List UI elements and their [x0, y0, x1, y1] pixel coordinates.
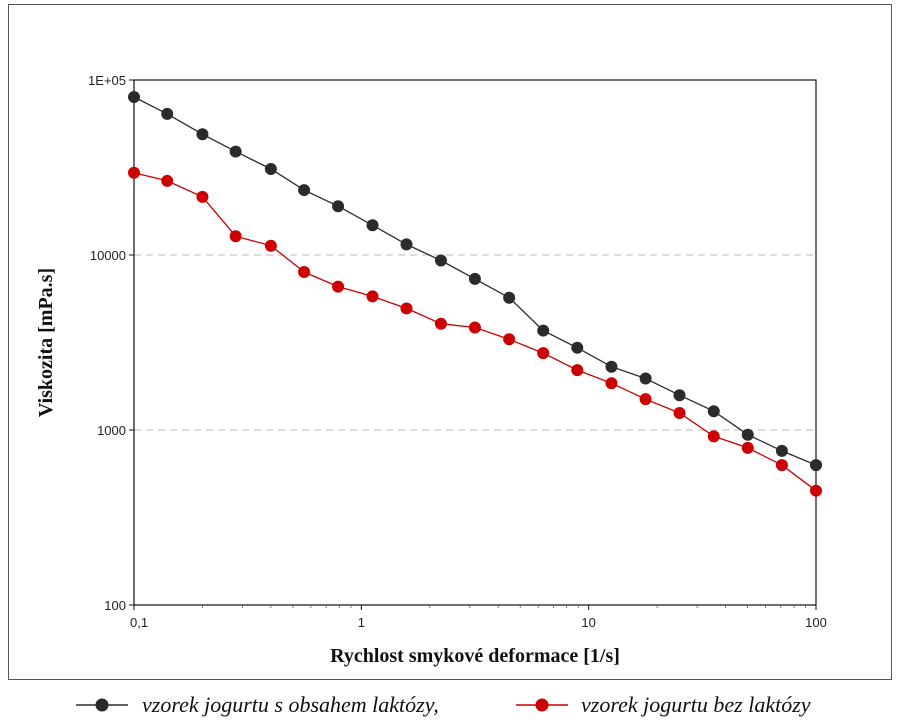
plot-area [133, 79, 817, 606]
data-point-1-20 [810, 484, 822, 497]
chart: 100 1000 10000 1E+05 0,1 1 10 100 Rychlost smyk… [35, 73, 827, 667]
data-point-0-5 [298, 184, 311, 197]
data-point-1-3 [229, 230, 242, 243]
grid-lines [134, 254, 816, 431]
data-point-0-12 [537, 324, 550, 337]
data-point-1-14 [605, 377, 618, 390]
data-point-0-9 [434, 254, 447, 267]
data-point-0-3 [229, 145, 242, 158]
data-point-0-0 [128, 90, 140, 103]
legend-marker-1 [535, 698, 549, 712]
data-point-1-7 [366, 290, 379, 303]
y-tick-label-0: 100 [104, 598, 126, 613]
data-point-0-18 [741, 428, 754, 441]
x-tick-label-1: 1 [358, 615, 365, 630]
data-point-0-6 [332, 200, 345, 213]
data-point-0-13 [571, 341, 584, 354]
data-series [128, 90, 822, 497]
data-point-0-14 [605, 360, 618, 373]
data-point-1-19 [775, 459, 788, 472]
y-tick-label-1: 1000 [97, 423, 126, 438]
data-point-0-16 [673, 389, 686, 402]
data-point-0-10 [468, 272, 481, 285]
data-point-1-17 [707, 430, 720, 443]
data-point-0-7 [366, 219, 379, 232]
data-point-1-4 [264, 239, 277, 252]
data-point-1-13 [571, 364, 584, 377]
axis-ticks: 100 1000 10000 1E+05 0,1 1 10 100 [88, 73, 827, 630]
data-point-1-5 [298, 265, 311, 278]
chart-frame [8, 4, 892, 680]
legend-label-0: vzorek jogurtu s obsahem laktózy, [142, 692, 439, 717]
data-point-1-8 [400, 302, 413, 315]
data-point-0-2 [196, 128, 209, 141]
data-point-0-19 [775, 444, 788, 457]
x-tick-label-2: 10 [581, 615, 595, 630]
legend-item-1: vzorek jogurtu bez laktózy [516, 692, 811, 717]
data-point-1-1 [161, 174, 174, 187]
data-point-0-1 [161, 107, 174, 120]
legend-item-0: vzorek jogurtu s obsahem laktózy, [76, 692, 439, 717]
data-point-1-0 [128, 166, 140, 179]
x-axis-title: Rychlost smykové deformace [1/s] [330, 645, 620, 667]
series-1 [128, 166, 822, 497]
data-point-1-10 [468, 321, 481, 334]
series-0 [128, 90, 822, 472]
y-tick-label-3: 1E+05 [88, 73, 126, 88]
data-point-1-12 [537, 347, 550, 360]
legend-label-1: vzorek jogurtu bez laktózy [581, 692, 811, 717]
data-point-1-15 [639, 393, 652, 406]
y-tick-label-2: 10000 [90, 248, 126, 263]
data-point-0-17 [707, 405, 720, 418]
x-tick-label-3: 100 [805, 615, 827, 630]
x-tick-label-0: 0,1 [130, 615, 148, 630]
y-axis-title: Viskozita [mPa.s] [35, 268, 57, 417]
data-point-1-18 [741, 441, 754, 454]
legend: vzorek jogurtu s obsahem laktózy, vzorek… [76, 692, 811, 717]
data-point-0-15 [639, 372, 652, 385]
data-point-1-2 [196, 190, 209, 203]
legend-marker-0 [95, 698, 109, 712]
data-point-1-9 [434, 317, 447, 330]
data-point-0-4 [264, 163, 277, 176]
data-point-0-11 [503, 291, 516, 304]
data-point-1-16 [673, 407, 686, 420]
data-point-1-11 [503, 333, 516, 346]
data-point-0-8 [400, 238, 413, 251]
data-point-1-6 [332, 280, 345, 293]
data-point-0-20 [810, 459, 822, 472]
